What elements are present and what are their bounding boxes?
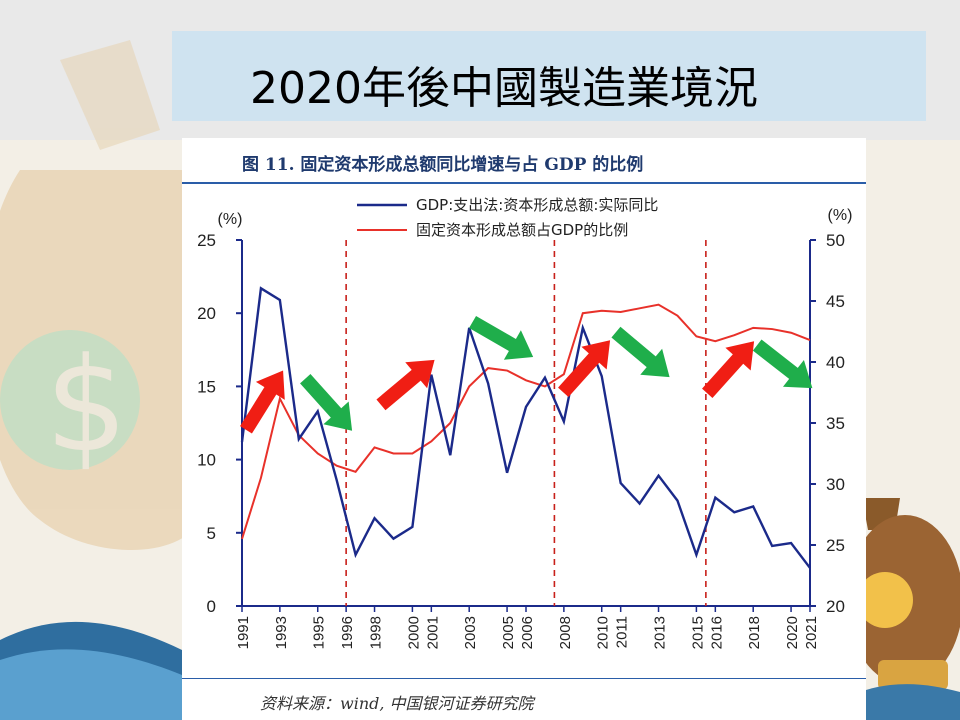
x-tick-label: 2010 [595,616,612,649]
right-tick-label: 35 [826,414,845,433]
legend-label-red: 固定资本形成总额占GDP的比例 [416,221,628,239]
right-tick-label: 50 [826,231,845,250]
figure-panel: 图 11. 固定资本形成总额同比增速与占 GDP 的比例 0 5 10 15 20 25(… [182,138,866,720]
right-tick-label: 30 [826,475,845,494]
x-tick-label: 1998 [368,616,385,649]
series-capital-formation-growth-line [240,286,811,569]
left-tick-label: 10 [197,451,216,470]
x-tick-label: 2013 [652,616,669,649]
x-tick-label: 1991 [235,616,252,649]
down-trend-arrow-icon [300,374,353,431]
up-trend-arrow-icon [240,370,285,434]
left-tick-label: 0 [207,597,216,616]
x-tick-label: 1995 [311,616,328,649]
right-tick-label: 20 [826,597,845,616]
money-bag-icon [847,498,960,690]
right-tick-label: 45 [826,292,845,311]
x-tick-label: 2003 [462,616,479,649]
figure-source: 资料来源：wind, 中国银河证券研究院 [260,694,534,713]
x-tick-label: 2011 [614,616,631,648]
x-tick-label: 2018 [746,616,763,649]
x-tick-label: 2000 [405,616,422,649]
series-investment-share-line [241,303,811,540]
left-tick-label: 20 [197,304,216,323]
left-tick-label: 15 [197,377,216,396]
x-tick-label: 2021 [803,616,820,649]
figure-title: 图 11. 固定资本形成总额同比增速与占 GDP 的比例 [242,155,644,175]
down-trend-arrow-icon [469,315,534,360]
x-tick-label: 2020 [784,616,801,649]
x-tick-label: 2015 [689,616,706,649]
x-tick-label: 2006 [519,616,536,649]
right-tick-label: 40 [826,353,845,372]
left-tick-label: 25 [197,231,216,250]
figure-title-rule [182,182,866,184]
footer-rule [182,678,866,679]
title-band [172,31,926,121]
left-tick-label: 5 [207,524,216,543]
x-tick-label: 2008 [557,616,574,649]
x-tick-label: 2005 [500,616,517,649]
x-tick-label: 2016 [708,616,725,649]
x-tick-label: 2001 [424,616,441,649]
right-tick-label: 25 [826,536,845,555]
x-tick-label: 1993 [273,616,290,649]
money-bag-watermark-icon: $ [0,40,200,550]
svg-text:$: $ [45,329,128,481]
down-trend-arrow-icon [752,339,813,389]
up-trend-arrow-icon [702,341,755,398]
down-trend-arrow-icon [611,326,670,378]
right-axis-unit: (%) [828,207,853,224]
slide-title: 2020年後中國製造業境況 [250,63,758,114]
up-trend-arrow-icon [376,359,435,411]
up-trend-arrow-icon [558,340,611,397]
x-tick-label: 1996 [339,616,356,649]
left-axis-unit: (%) [218,211,243,228]
legend-label-navy: GDP:支出法:资本形成总额:实际同比 [416,196,658,214]
